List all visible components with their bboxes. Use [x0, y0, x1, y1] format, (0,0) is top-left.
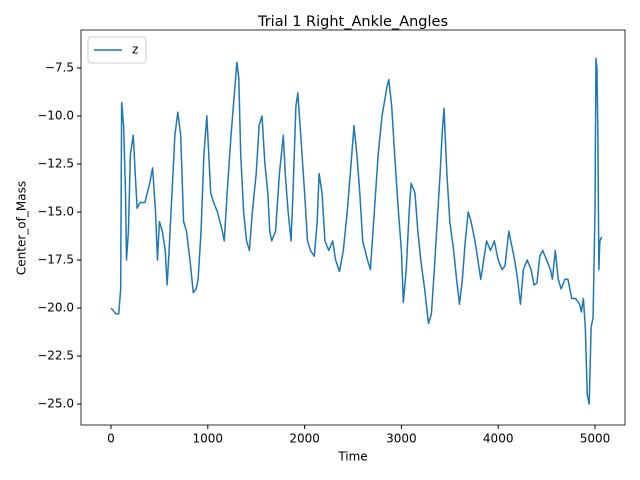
y-tick-label: −7.5	[45, 61, 74, 75]
y-tick-label: −15.0	[37, 205, 74, 219]
chart-title: Trial 1 Right_Ankle_Angles	[257, 14, 448, 30]
y-tick-label: −10.0	[37, 109, 74, 123]
y-tick-label: −17.5	[37, 253, 74, 267]
x-tick-label: 1000	[193, 432, 224, 446]
x-tick-label: 3000	[386, 432, 417, 446]
axes-frame	[80, 29, 626, 426]
x-tick-label: 2000	[289, 432, 320, 446]
y-tick-label: −25.0	[37, 397, 74, 411]
x-tick-label: 0	[107, 432, 115, 446]
x-tick-label: 4000	[483, 432, 514, 446]
x-tick-label: 5000	[580, 432, 611, 446]
data-line	[110, 57, 603, 405]
x-axis-label: Time	[337, 450, 367, 464]
y-tick-label: −20.0	[37, 301, 74, 315]
y-tick-label: −12.5	[37, 157, 74, 171]
y-axis-label: Center_of_Mass	[15, 181, 29, 275]
y-tick-label: −22.5	[37, 349, 74, 363]
legend-label: z	[132, 43, 138, 57]
